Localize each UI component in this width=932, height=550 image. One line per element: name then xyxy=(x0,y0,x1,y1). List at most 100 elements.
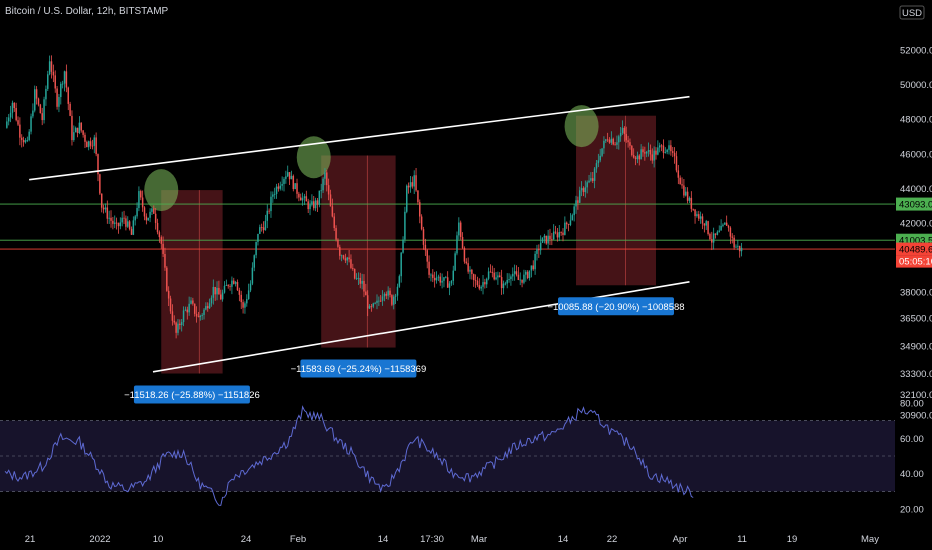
candle-body[interactable] xyxy=(688,197,691,201)
candle-body[interactable] xyxy=(329,194,332,207)
candle-body[interactable] xyxy=(240,294,242,303)
candle-body[interactable] xyxy=(221,292,224,300)
candle-body[interactable] xyxy=(61,83,64,85)
candle-body[interactable] xyxy=(698,214,700,219)
candle-body[interactable] xyxy=(671,151,674,153)
candle-body[interactable] xyxy=(208,303,211,309)
candle-body[interactable] xyxy=(253,255,255,268)
candle-body[interactable] xyxy=(738,245,741,252)
candle-body[interactable] xyxy=(47,74,49,89)
candle-body[interactable] xyxy=(595,163,598,169)
candle-body[interactable] xyxy=(619,132,622,137)
candle-body[interactable] xyxy=(294,183,296,190)
candle-body[interactable] xyxy=(463,247,466,262)
candle-body[interactable] xyxy=(76,127,79,134)
candle-body[interactable] xyxy=(549,235,551,240)
candle-body[interactable] xyxy=(664,152,667,153)
candle-body[interactable] xyxy=(80,122,83,131)
candle-body[interactable] xyxy=(411,182,414,187)
candle-body[interactable] xyxy=(279,185,282,189)
candle-body[interactable] xyxy=(166,267,168,291)
candle-body[interactable] xyxy=(234,282,237,284)
candle-body[interactable] xyxy=(201,314,203,316)
candle-body[interactable] xyxy=(409,182,412,188)
candle-body[interactable] xyxy=(160,237,162,244)
candle-body[interactable] xyxy=(571,215,574,221)
candle-body[interactable] xyxy=(398,276,401,287)
candle-body[interactable] xyxy=(575,200,577,207)
candle-body[interactable] xyxy=(528,270,531,279)
candle-body[interactable] xyxy=(448,283,451,288)
candle-body[interactable] xyxy=(285,176,287,179)
candle-body[interactable] xyxy=(272,194,274,197)
candle-body[interactable] xyxy=(699,216,702,219)
candle-body[interactable] xyxy=(737,245,739,247)
candle-body[interactable] xyxy=(342,255,345,259)
candle-body[interactable] xyxy=(71,115,73,141)
candle-body[interactable] xyxy=(712,233,715,243)
candle-body[interactable] xyxy=(495,277,497,280)
candle-body[interactable] xyxy=(154,213,157,223)
measure-label-box[interactable] xyxy=(300,359,417,378)
candle-body[interactable] xyxy=(681,184,683,186)
candle-body[interactable] xyxy=(205,306,207,310)
candle-body[interactable] xyxy=(117,223,120,227)
candle-body[interactable] xyxy=(679,177,681,185)
candle-body[interactable] xyxy=(538,249,540,251)
candle-body[interactable] xyxy=(298,193,300,198)
candle-body[interactable] xyxy=(629,142,631,146)
candle-body[interactable] xyxy=(65,71,68,88)
candle-body[interactable] xyxy=(642,149,644,153)
candle-body[interactable] xyxy=(560,231,562,233)
candle-body[interactable] xyxy=(675,156,678,171)
candle-body[interactable] xyxy=(19,124,21,138)
candle-body[interactable] xyxy=(206,306,209,309)
candle-body[interactable] xyxy=(299,197,302,201)
candle-body[interactable] xyxy=(433,277,436,281)
candle-body[interactable] xyxy=(435,277,438,281)
candle-body[interactable] xyxy=(370,306,373,307)
candle-body[interactable] xyxy=(7,117,10,122)
candle-body[interactable] xyxy=(627,140,629,143)
candle-body[interactable] xyxy=(84,134,86,142)
candle-body[interactable] xyxy=(162,243,164,254)
candle-body[interactable] xyxy=(164,253,166,268)
candle-body[interactable] xyxy=(472,274,475,280)
candle-body[interactable] xyxy=(115,222,118,224)
candle-body[interactable] xyxy=(593,168,596,181)
candle-body[interactable] xyxy=(512,273,514,277)
candle-body[interactable] xyxy=(48,61,51,75)
candle-body[interactable] xyxy=(419,202,421,217)
candle-body[interactable] xyxy=(266,210,269,221)
candle-body[interactable] xyxy=(145,216,148,221)
candle-body[interactable] xyxy=(290,175,293,180)
candle-body[interactable] xyxy=(199,315,202,317)
candle-body[interactable] xyxy=(127,221,129,227)
candle-body[interactable] xyxy=(577,200,579,203)
candle-body[interactable] xyxy=(417,190,419,203)
candle-body[interactable] xyxy=(651,154,654,161)
candle-body[interactable] xyxy=(445,277,447,279)
candle-body[interactable] xyxy=(493,272,495,280)
candle-body[interactable] xyxy=(441,280,443,283)
candle-body[interactable] xyxy=(39,104,42,114)
candle-body[interactable] xyxy=(392,296,395,305)
channel-lower-line[interactable] xyxy=(152,281,690,373)
candle-body[interactable] xyxy=(614,144,616,146)
candle-body[interactable] xyxy=(186,309,189,313)
candle-body[interactable] xyxy=(396,286,399,296)
candle-body[interactable] xyxy=(140,191,142,198)
candle-body[interactable] xyxy=(474,279,477,281)
candle-body[interactable] xyxy=(618,136,620,143)
candle-body[interactable] xyxy=(720,225,722,231)
candle-body[interactable] xyxy=(318,190,321,205)
candle-body[interactable] xyxy=(383,293,386,297)
candle-body[interactable] xyxy=(543,235,546,238)
candle-body[interactable] xyxy=(670,145,672,152)
candle-body[interactable] xyxy=(428,261,430,275)
candle-body[interactable] xyxy=(268,210,270,212)
candle-body[interactable] xyxy=(353,268,356,279)
candle-body[interactable] xyxy=(34,89,36,111)
candle-body[interactable] xyxy=(432,274,434,278)
